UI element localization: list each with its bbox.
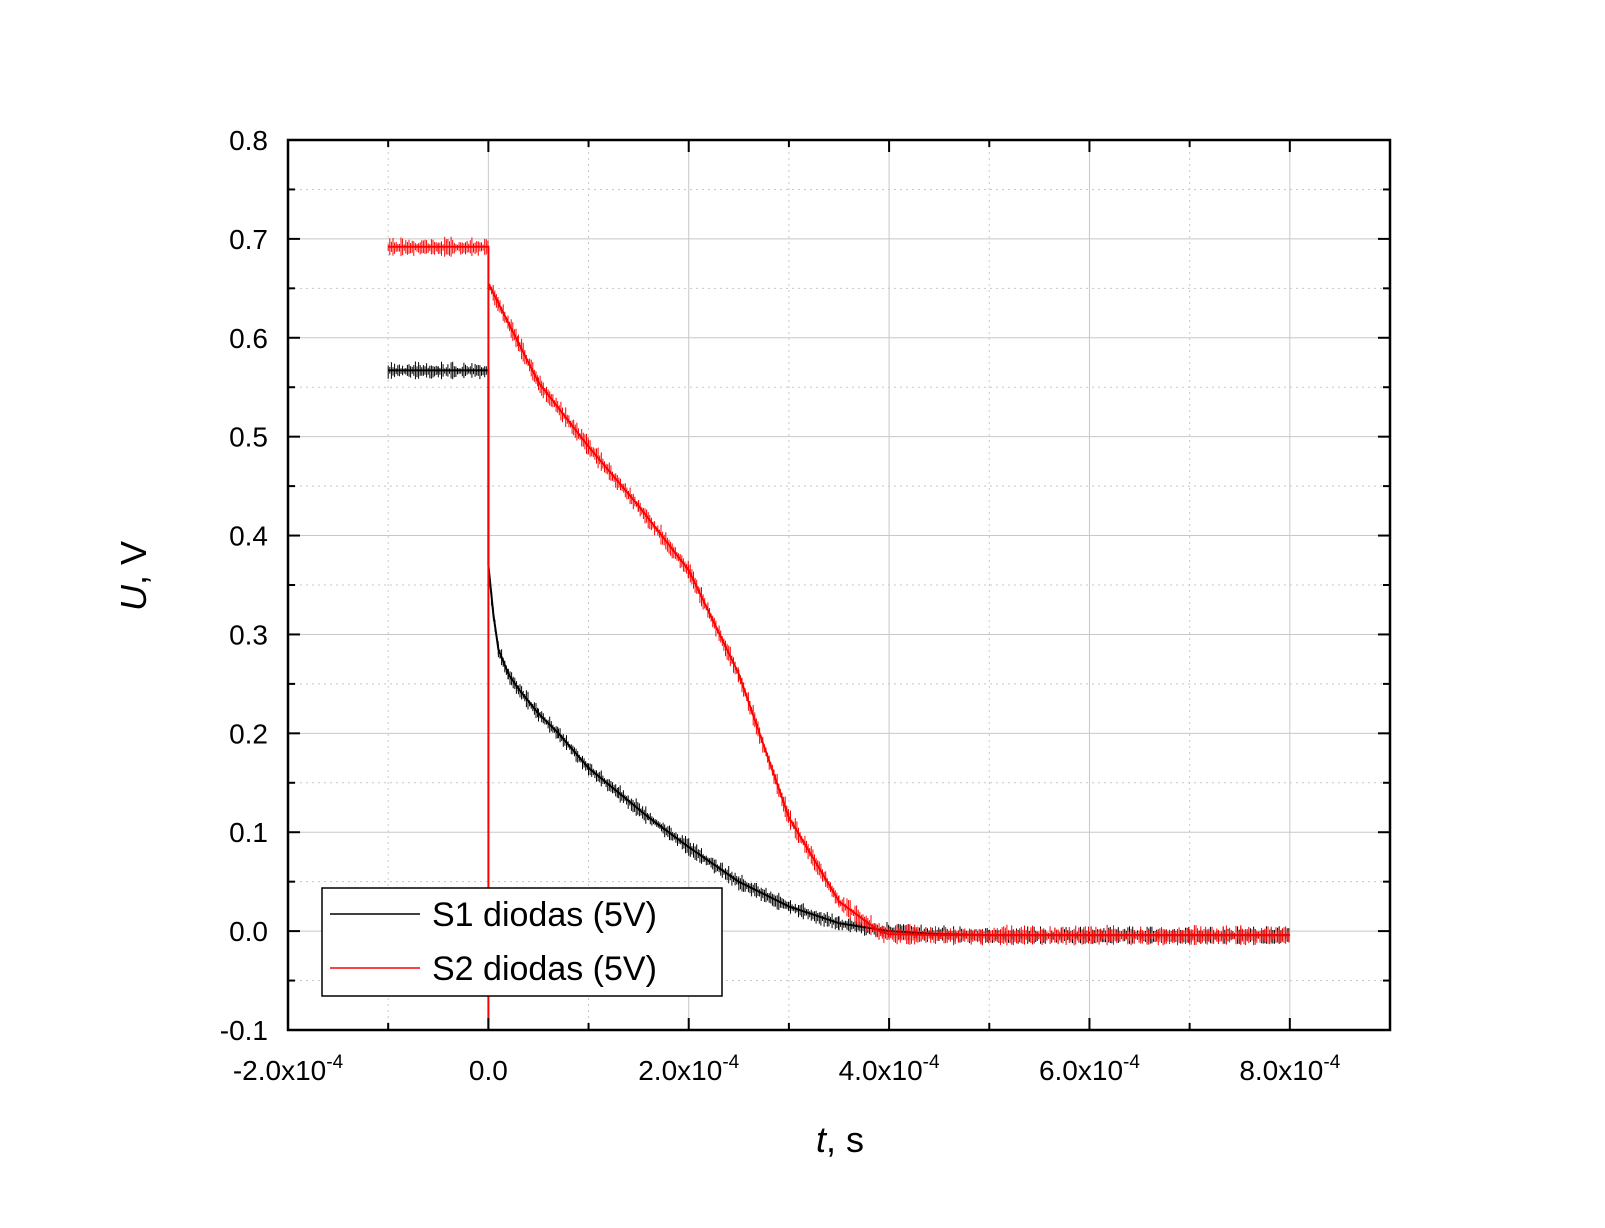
y-tick-label: 0.5 <box>229 422 268 453</box>
y-axis-unit: , V <box>113 541 154 585</box>
plot-frame <box>286 138 1392 1032</box>
legend: S1 diodas (5V) S2 diodas (5V) <box>321 887 723 997</box>
x-tick-mantissa: 2.0x10 <box>638 1055 722 1086</box>
series-line-1 <box>388 369 1290 937</box>
series-noise-1 <box>387 361 1290 944</box>
series-layer <box>387 236 1290 1030</box>
x-tick-mantissa: 8.0x10 <box>1239 1055 1323 1086</box>
x-tick-exponent: -4 <box>923 1052 940 1073</box>
grid <box>288 140 1390 1030</box>
x-axis-unit: , s <box>826 1119 864 1160</box>
x-axis-variable: t <box>816 1119 828 1160</box>
legend-box <box>321 887 723 997</box>
legend-label-s2: S2 diodas (5V) <box>432 950 657 988</box>
y-tick-label: 0.0 <box>229 916 268 947</box>
x-tick-label: 0.0 <box>469 1055 508 1086</box>
x-tick-exponent: -4 <box>326 1052 343 1073</box>
x-tick-label: 4.0x10-4 <box>839 1052 940 1086</box>
x-tick-mantissa: 0.0 <box>469 1055 508 1086</box>
x-tick-mantissa: 4.0x10 <box>839 1055 923 1086</box>
y-tick-label: 0.8 <box>229 125 268 156</box>
y-tick-label: 0.7 <box>229 224 268 255</box>
y-axis-variable: U <box>113 584 154 611</box>
y-tick-label: 0.3 <box>229 619 268 650</box>
x-tick-label: 6.0x10-4 <box>1039 1052 1140 1086</box>
y-tick-labels: -0.1 0.0 0.1 0.2 0.3 0.4 0.5 0.6 0.7 0.8 <box>220 125 268 1046</box>
legend-label-s1: S1 diodas (5V) <box>432 896 657 934</box>
x-tick-mantissa: -2.0x10 <box>233 1055 326 1086</box>
x-axis-title: t, s <box>816 1119 864 1160</box>
y-tick-label: 0.4 <box>229 521 268 552</box>
series-noise-2 <box>387 236 1290 946</box>
y-tick-label: -0.1 <box>220 1015 268 1046</box>
y-tick-label: 0.1 <box>229 817 268 848</box>
x-tick-label: 8.0x10-4 <box>1239 1052 1340 1086</box>
y-tick-label: 0.2 <box>229 718 268 749</box>
x-tick-labels: -2.0x10-4 0.0 2.0x10-4 4.0x10-4 6.0x10-4 8.0x… <box>233 1052 1341 1086</box>
x-tick-label: 2.0x10-4 <box>638 1052 739 1086</box>
x-tick-mantissa: 6.0x10 <box>1039 1055 1123 1086</box>
x-tick-exponent: -4 <box>722 1052 739 1073</box>
y-tick-label: 0.6 <box>229 323 268 354</box>
x-tick-label: -2.0x10-4 <box>233 1052 344 1086</box>
x-tick-exponent: -4 <box>1123 1052 1140 1073</box>
x-tick-exponent: -4 <box>1323 1052 1340 1073</box>
y-axis-title: U, V <box>113 541 154 611</box>
